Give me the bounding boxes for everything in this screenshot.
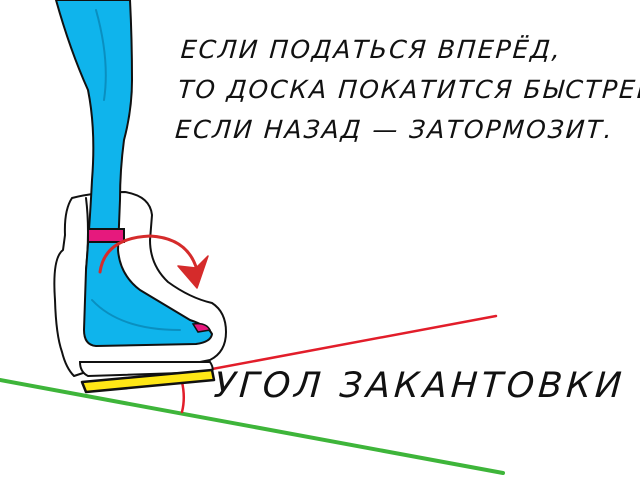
arrowhead-icon [177, 255, 209, 289]
caption-line-2: ТО ДОСКА ПОКАТИТСЯ БЫСТРЕЕ, [177, 75, 640, 104]
caption-text: ЕСЛИ ПОДАТЬСЯ ВПЕРЁД, ТО ДОСКА ПОКАТИТСЯ… [174, 30, 640, 150]
binding-strap [87, 228, 125, 243]
lean-arrow-icon [98, 234, 199, 274]
board-edge-line [178, 314, 498, 377]
caption-line-3: ЕСЛИ НАЗАД — ЗАТОРМОЗИТ. [174, 115, 615, 144]
boot-outline [53, 191, 227, 377]
snow-slope-line [0, 378, 505, 475]
leg-shading [91, 9, 181, 331]
caption-line-1: ЕСЛИ ПОДАТЬСЯ ВПЕРЁД, [179, 35, 563, 64]
edge-angle-label: УГОЛ ЗАКАНТОВКИ [212, 366, 627, 406]
leg [55, 0, 213, 347]
snowboard [80, 368, 216, 394]
toe-cap [191, 322, 212, 333]
